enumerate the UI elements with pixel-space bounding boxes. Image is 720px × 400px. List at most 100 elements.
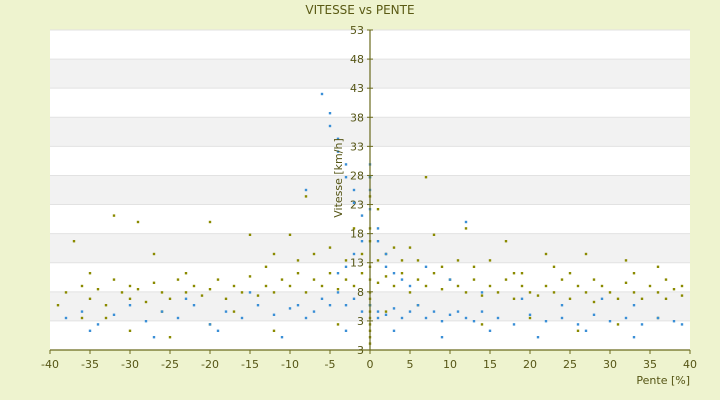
data-point	[488, 259, 492, 262]
data-point	[512, 323, 516, 326]
data-point	[376, 240, 380, 243]
data-point	[440, 336, 444, 339]
data-point	[352, 252, 356, 256]
data-point	[288, 307, 292, 310]
x-tick-labels: -40 -35 -30 -25 -20 -15 -10 -5 0 5 10 15 20 25 30 35 40	[41, 358, 697, 371]
data-point	[88, 272, 92, 275]
data-point	[424, 176, 428, 179]
chart-title: VITESSE vs PENTE	[305, 3, 414, 17]
data-point	[456, 259, 460, 262]
data-point	[632, 291, 636, 294]
axes	[49, 29, 691, 354]
data-point	[440, 288, 444, 291]
data-point	[64, 316, 68, 320]
data-point	[232, 284, 236, 288]
x-tick-label: -25	[161, 358, 179, 371]
data-point	[496, 291, 500, 294]
data-point	[648, 284, 652, 288]
data-point	[504, 278, 508, 281]
data-point	[632, 304, 636, 307]
data-point	[336, 272, 340, 275]
data-point	[352, 188, 356, 192]
data-point	[328, 246, 332, 249]
data-point	[408, 284, 412, 288]
data-point	[472, 320, 476, 323]
x-tick-label: -15	[241, 358, 259, 371]
data-point	[272, 313, 276, 316]
data-point	[136, 220, 140, 224]
data-point	[144, 300, 148, 304]
data-point	[432, 310, 436, 313]
data-point	[128, 329, 132, 332]
data-point	[336, 291, 340, 294]
data-point	[528, 291, 532, 294]
data-point	[480, 294, 484, 297]
x-tick-label: -30	[121, 358, 139, 371]
data-point	[144, 320, 148, 323]
data-point	[384, 252, 388, 256]
data-point	[120, 291, 124, 294]
data-point	[152, 336, 156, 339]
data-point	[472, 265, 476, 268]
data-point	[312, 252, 316, 256]
data-point	[664, 278, 668, 281]
data-point	[288, 233, 292, 236]
y-tick-label: 28	[350, 169, 364, 182]
data-point	[152, 281, 156, 284]
data-point	[360, 310, 364, 313]
data-point	[408, 310, 412, 313]
data-point	[272, 291, 276, 294]
x-axis-label: Pente [%]	[636, 374, 690, 387]
data-point	[256, 294, 260, 297]
data-point	[416, 259, 420, 262]
data-point	[328, 112, 332, 115]
x-tick-label: 20	[523, 358, 537, 371]
data-point	[328, 272, 332, 275]
x-tick-label: 10	[443, 358, 457, 371]
data-point	[112, 313, 116, 316]
data-point	[312, 278, 316, 281]
data-point	[400, 259, 404, 262]
data-point	[664, 297, 668, 300]
data-point	[296, 259, 300, 262]
data-point	[600, 297, 604, 300]
data-point	[400, 272, 404, 275]
data-point	[296, 272, 300, 275]
y-tick-label: 43	[350, 82, 364, 95]
data-point	[360, 252, 364, 256]
data-point	[480, 323, 484, 326]
data-point	[184, 272, 188, 275]
x-tick-label: -10	[281, 358, 299, 371]
x-tick-label: 15	[483, 358, 497, 371]
data-point	[152, 252, 156, 256]
y-tick-label: 23	[350, 199, 364, 212]
data-point	[592, 278, 596, 281]
data-point	[656, 265, 660, 268]
data-point	[480, 310, 484, 313]
data-point	[264, 265, 268, 268]
data-point	[128, 284, 132, 288]
data-point	[536, 336, 540, 339]
data-point	[272, 252, 276, 256]
data-point	[608, 320, 612, 323]
data-point	[520, 272, 524, 275]
data-point	[376, 208, 380, 211]
data-point	[336, 150, 340, 153]
data-point	[464, 291, 468, 294]
data-point	[352, 201, 356, 204]
data-point	[376, 227, 380, 230]
x-tick-label: 5	[407, 358, 414, 371]
x-tick-label: -5	[325, 358, 336, 371]
data-point	[104, 316, 108, 320]
data-point	[208, 288, 212, 291]
data-point	[344, 259, 348, 262]
data-point	[504, 240, 508, 243]
data-point	[544, 320, 548, 323]
data-point	[464, 227, 468, 230]
data-point	[432, 233, 436, 236]
data-point	[632, 336, 636, 339]
data-point	[488, 329, 492, 332]
data-point	[304, 291, 308, 294]
data-point	[256, 304, 260, 307]
